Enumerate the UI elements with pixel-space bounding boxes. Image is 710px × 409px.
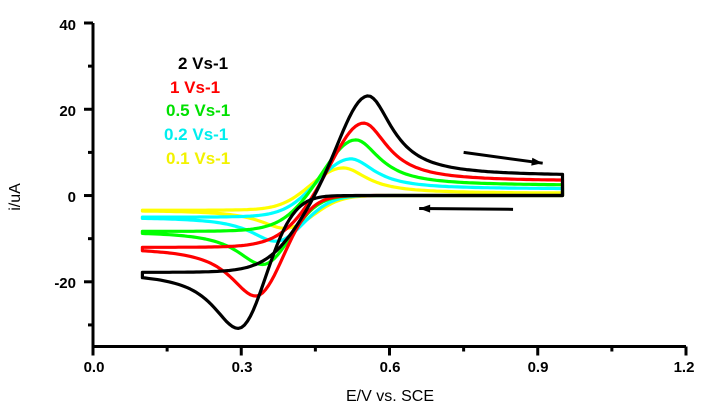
x-tick-label-0.6: 0.6 [380, 359, 401, 376]
legend-label-0.1-vs: 0.1 Vs-1 [166, 149, 230, 168]
cv-curve-2-vs-1 [140, 94, 565, 330]
y-ticks [84, 21, 93, 327]
y-tick-label-neg20: -20 [54, 275, 76, 292]
scan-arrow-shaft-right [463, 150, 543, 165]
legend-label-1-vs: 1 Vs-1 [170, 78, 220, 97]
x-tick-label-0.9: 0.9 [528, 359, 549, 376]
y-tick-label-40: 40 [59, 17, 76, 34]
x-ticks [91, 346, 688, 356]
scan-arrow-shaft-left [419, 206, 514, 211]
x-tick-label-0.3: 0.3 [232, 359, 253, 376]
y-tick-label-0: 0 [68, 189, 76, 206]
scan-direction-arrows [419, 150, 543, 213]
y-axis-title: i/uA [7, 183, 24, 211]
scan-arrow-head-left [419, 204, 431, 213]
scan-arrow-head-right [531, 157, 543, 166]
y-tick-label-20: 20 [59, 103, 76, 120]
legend-label-0.2-vs: 0.2 Vs-1 [164, 125, 228, 144]
x-tick-label-1.2: 1.2 [674, 359, 695, 376]
x-tick-label-0.0: 0.0 [84, 359, 105, 376]
legend-label-0.5-vs: 0.5 Vs-1 [166, 101, 230, 120]
x-axis-title: E/V vs. SCE [346, 388, 434, 405]
curves-layer [140, 94, 565, 330]
legend-label-2-vs: 2 Vs-1 [178, 54, 228, 73]
